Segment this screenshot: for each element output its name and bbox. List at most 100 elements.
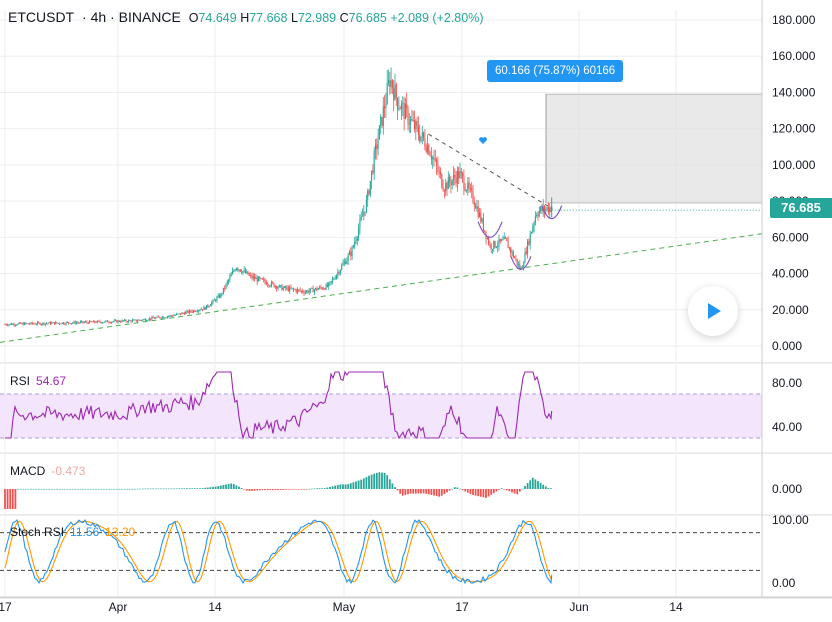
- candle-body: [56, 322, 58, 324]
- candle-body: [174, 315, 176, 316]
- candle-body: [372, 170, 374, 173]
- candle-body: [264, 279, 266, 283]
- candle-body: [87, 322, 89, 324]
- candle-body: [512, 251, 514, 258]
- macd-bar: [300, 489, 303, 490]
- macd-bar: [69, 488, 71, 490]
- macd-bar: [472, 489, 474, 495]
- candle-body: [105, 320, 107, 322]
- candle-body: [38, 322, 40, 324]
- candle-body: [224, 287, 226, 289]
- y-axis-ticks: 0.00020.00040.00060.00080.000100.000120.…: [772, 13, 816, 590]
- candle-body: [18, 322, 20, 324]
- candle-body: [46, 323, 48, 325]
- candle-body: [120, 321, 122, 323]
- stoch-rsi-legend[interactable]: Stoch RSI 11.56 13.20: [10, 525, 135, 539]
- candle-body: [215, 299, 217, 301]
- macd-bar: [534, 479, 537, 489]
- macd-bar: [420, 489, 422, 494]
- macd-bar: [115, 488, 118, 490]
- candle-body: [437, 165, 439, 172]
- candle-body: [222, 287, 224, 294]
- candle-body: [324, 288, 326, 290]
- separator: ·: [110, 9, 115, 25]
- macd-bar: [45, 488, 48, 490]
- candle-body: [391, 80, 393, 89]
- candle-body: [178, 313, 180, 315]
- candle-body: [524, 251, 526, 263]
- candle-body: [255, 277, 257, 279]
- macd-bar: [53, 488, 56, 490]
- candle-body: [506, 238, 508, 241]
- macd-bar: [9, 489, 12, 509]
- candle-body: [536, 214, 538, 217]
- macd-bar: [141, 488, 144, 490]
- candle-body: [233, 270, 235, 272]
- play-button[interactable]: [688, 286, 738, 336]
- candle-body: [534, 216, 536, 223]
- candle-body: [36, 322, 39, 325]
- candle-body: [68, 322, 70, 324]
- candle-body: [235, 268, 237, 271]
- candle-body: [252, 276, 254, 279]
- macd-bar: [277, 489, 279, 491]
- interval[interactable]: 4h: [90, 9, 107, 25]
- macd-bar: [219, 485, 222, 489]
- macd-bar: [474, 489, 477, 496]
- candle-body: [51, 322, 53, 325]
- candle-body: [177, 313, 179, 315]
- candle-body: [385, 103, 387, 109]
- candle-body: [239, 269, 241, 272]
- candle-body: [33, 323, 35, 325]
- macd-bar: [165, 488, 168, 490]
- candle-body: [480, 212, 482, 222]
- macd-bar: [128, 488, 131, 490]
- candle-body: [317, 288, 319, 290]
- macd-bar: [287, 489, 290, 490]
- candle-body: [381, 116, 383, 126]
- macd-bar: [102, 488, 105, 490]
- candle-body: [519, 264, 521, 269]
- candle-body: [550, 207, 553, 211]
- candle-body: [192, 310, 195, 312]
- macd-bar: [453, 487, 456, 489]
- candle-body: [217, 295, 219, 298]
- candle-body: [92, 320, 94, 323]
- candle-body: [122, 320, 124, 322]
- macd-bar: [6, 489, 9, 509]
- candle-body: [417, 125, 419, 135]
- macd-bar: [152, 488, 155, 490]
- candle-body: [495, 247, 497, 248]
- chart-header: ETCUSDT · 4h · BINANCE O74.649 H77.668 L…: [8, 9, 483, 25]
- macd-bar: [342, 484, 344, 489]
- candle-body: [390, 80, 392, 87]
- candle-body: [211, 302, 213, 306]
- rsi-legend[interactable]: RSI 54.67: [10, 374, 66, 388]
- macd-legend[interactable]: MACD -0.473: [10, 464, 85, 478]
- macd-bar: [469, 489, 472, 495]
- measure-label[interactable]: 60.166 (75.87%) 60166: [487, 60, 624, 82]
- candle-body: [307, 290, 309, 293]
- candle-body: [406, 103, 408, 109]
- macd-bar: [485, 489, 487, 498]
- candle-body: [250, 274, 252, 276]
- candle-body: [291, 288, 293, 290]
- macd-bar: [209, 487, 212, 489]
- rsi-value: 54.67: [36, 374, 67, 388]
- macd-bar: [17, 488, 19, 490]
- macd-bar: [160, 488, 162, 490]
- macd-bar: [529, 480, 532, 489]
- candle-body: [116, 320, 118, 323]
- symbol-name[interactable]: ETCUSDT: [8, 9, 75, 25]
- rsi-title: RSI: [10, 374, 31, 388]
- candle-body: [194, 310, 196, 312]
- price-tick-label: 20.000: [772, 303, 809, 317]
- candle-body: [541, 207, 543, 211]
- candle-body: [433, 157, 435, 160]
- macd-bar: [196, 488, 199, 489]
- candle-body: [12, 323, 14, 325]
- macd-bar: [256, 489, 259, 491]
- macd-bar: [261, 489, 264, 491]
- candle-body: [47, 323, 49, 325]
